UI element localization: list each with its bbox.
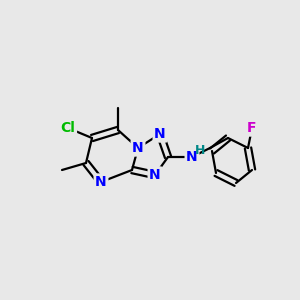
Text: N: N [186, 150, 198, 164]
Text: N: N [149, 168, 161, 182]
Text: N: N [95, 175, 107, 189]
Text: Cl: Cl [61, 121, 75, 135]
Text: N: N [132, 141, 144, 155]
Text: F: F [247, 121, 257, 135]
Text: H: H [195, 143, 205, 157]
Text: N: N [154, 127, 166, 141]
